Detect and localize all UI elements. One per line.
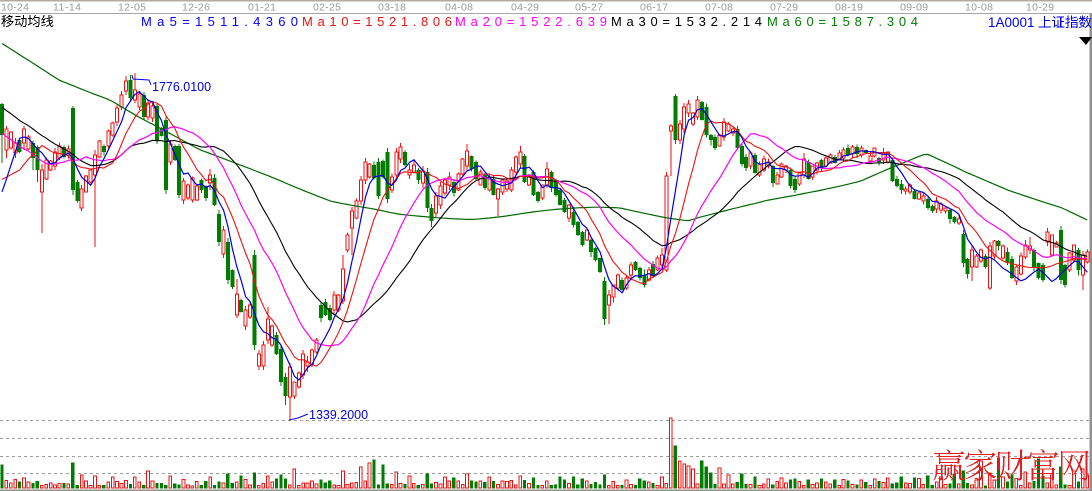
- svg-text:06-17: 06-17: [640, 2, 668, 14]
- svg-text:07-29: 07-29: [770, 2, 798, 14]
- svg-text:10-08: 10-08: [965, 2, 993, 14]
- svg-text:07-08: 07-08: [705, 2, 733, 14]
- svg-text:04-29: 04-29: [511, 2, 539, 14]
- svg-text:09-09: 09-09: [900, 2, 928, 14]
- svg-text:03-18: 03-18: [378, 2, 406, 14]
- svg-text:05-27: 05-27: [575, 2, 603, 14]
- svg-text:11-14: 11-14: [53, 2, 81, 14]
- svg-text:01-21: 01-21: [248, 2, 276, 14]
- svg-text:12-05: 12-05: [118, 2, 146, 14]
- svg-text:04-08: 04-08: [445, 2, 473, 14]
- svg-text:1A0001: 1A0001: [988, 15, 1035, 30]
- svg-text:08-19: 08-19: [835, 2, 863, 14]
- svg-text:1339.2000: 1339.2000: [309, 408, 368, 422]
- svg-text:12-26: 12-26: [182, 2, 210, 14]
- svg-text:1776.0100: 1776.0100: [152, 80, 211, 94]
- svg-text:02-25: 02-25: [313, 2, 341, 14]
- svg-text:10-24: 10-24: [1, 2, 29, 14]
- svg-text:10-29: 10-29: [1026, 2, 1054, 14]
